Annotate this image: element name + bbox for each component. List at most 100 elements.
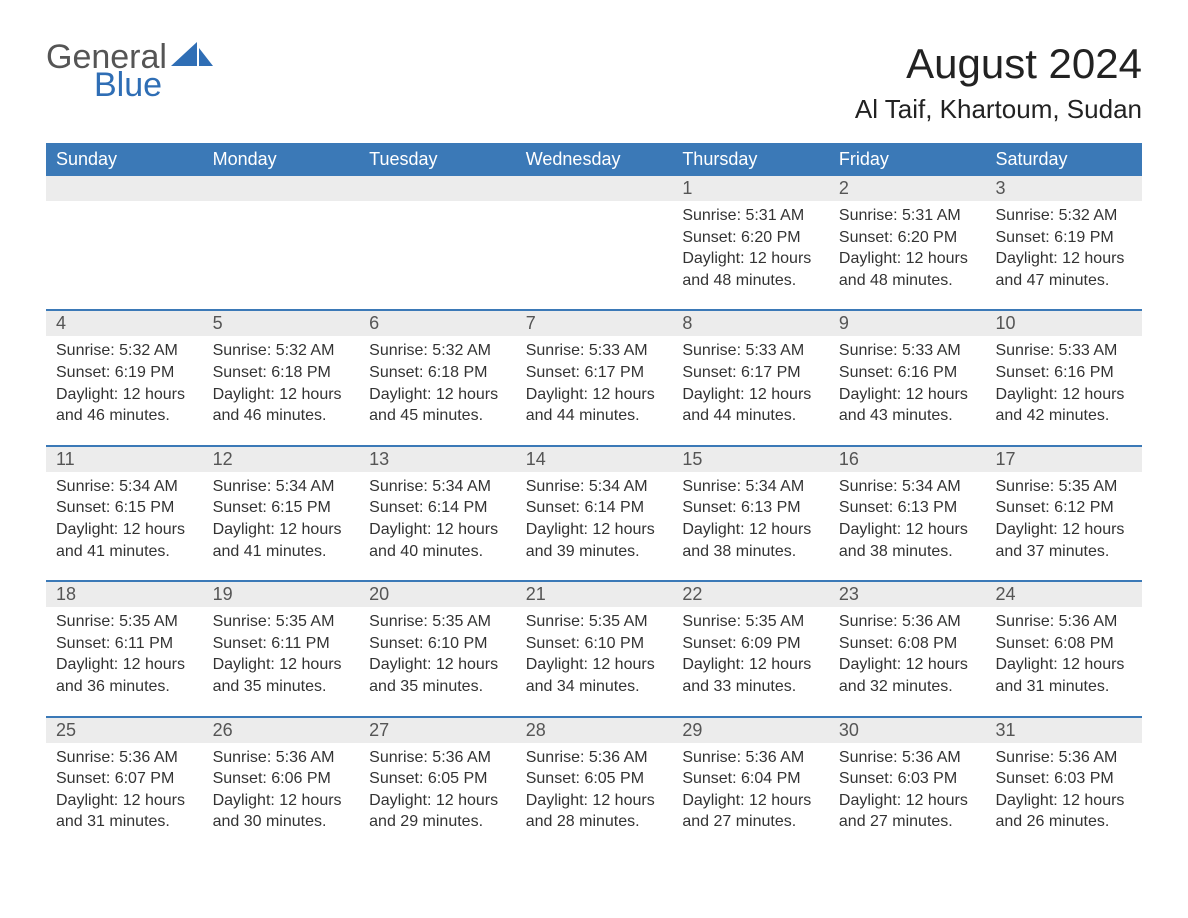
- day-cell: 13Sunrise: 5:34 AMSunset: 6:14 PMDayligh…: [359, 445, 516, 580]
- day-daylight1: Daylight: 12 hours: [995, 790, 1132, 812]
- day-daylight1: Daylight: 12 hours: [995, 519, 1132, 541]
- day-daylight1: Daylight: 12 hours: [839, 654, 976, 676]
- day-daylight1: Daylight: 12 hours: [56, 790, 193, 812]
- header: General Blue August 2024 Al Taif, Kharto…: [46, 40, 1142, 125]
- day-daylight1: Daylight: 12 hours: [526, 519, 663, 541]
- day-details: Sunrise: 5:34 AMSunset: 6:13 PMDaylight:…: [829, 476, 986, 562]
- day-cell: 3Sunrise: 5:32 AMSunset: 6:19 PMDaylight…: [985, 176, 1142, 309]
- day-daylight1: Daylight: 12 hours: [995, 384, 1132, 406]
- day-sunset: Sunset: 6:03 PM: [839, 768, 976, 790]
- day-number: 7: [516, 309, 673, 336]
- day-cell: 11Sunrise: 5:34 AMSunset: 6:15 PMDayligh…: [46, 445, 203, 580]
- day-daylight1: Daylight: 12 hours: [56, 654, 193, 676]
- day-number: 20: [359, 580, 516, 607]
- day-sunset: Sunset: 6:10 PM: [369, 633, 506, 655]
- day-daylight2: and 27 minutes.: [682, 811, 819, 833]
- day-sunset: Sunset: 6:15 PM: [213, 497, 350, 519]
- day-daylight1: Daylight: 12 hours: [369, 790, 506, 812]
- day-number: 8: [672, 309, 829, 336]
- day-daylight2: and 38 minutes.: [682, 541, 819, 563]
- day-sunset: Sunset: 6:16 PM: [995, 362, 1132, 384]
- day-cell: 23Sunrise: 5:36 AMSunset: 6:08 PMDayligh…: [829, 580, 986, 715]
- day-cell: 31 Sunrise: 5:36 AMSunset: 6:03 PMDayligh…: [985, 716, 1142, 851]
- day-daylight1: Daylight: 12 hours: [682, 519, 819, 541]
- day-number: 13: [359, 445, 516, 472]
- day-daylight1: Daylight: 12 hours: [56, 519, 193, 541]
- calendar-body: 1Sunrise: 5:31 AMSunset: 6:20 PMDaylight…: [46, 176, 1142, 851]
- day-number: 2: [829, 176, 986, 201]
- day-number: 17: [985, 445, 1142, 472]
- day-number: 21: [516, 580, 673, 607]
- day-number: 29: [672, 716, 829, 743]
- day-daylight2: and 33 minutes.: [682, 676, 819, 698]
- weekday-header-thursday: Thursday: [672, 143, 829, 176]
- day-daylight1: Daylight: 12 hours: [839, 248, 976, 270]
- day-daylight1: Daylight: 12 hours: [839, 790, 976, 812]
- day-sunrise: Sunrise: 5:34 AM: [682, 476, 819, 498]
- day-sunrise: Sunrise: 5:34 AM: [369, 476, 506, 498]
- day-daylight2: and 32 minutes.: [839, 676, 976, 698]
- day-sunset: Sunset: 6:03 PM: [995, 768, 1132, 790]
- day-details: Sunrise: 5:35 AMSunset: 6:09 PMDaylight:…: [672, 611, 829, 697]
- day-sunrise: Sunrise: 5:31 AM: [682, 205, 819, 227]
- day-details: Sunrise: 5:36 AMSunset: 6:03 PMDaylight:…: [829, 747, 986, 833]
- day-sunrise: Sunrise: 5:34 AM: [213, 476, 350, 498]
- day-daylight2: and 35 minutes.: [369, 676, 506, 698]
- weekday-header-friday: Friday: [829, 143, 986, 176]
- day-daylight2: and 42 minutes.: [995, 405, 1132, 427]
- day-cell: 30Sunrise: 5:36 AMSunset: 6:03 PMDayligh…: [829, 716, 986, 851]
- day-cell: 8 Sunrise: 5:33 AMSunset: 6:17 PMDaylight…: [672, 309, 829, 444]
- day-daylight1: Daylight: 12 hours: [56, 384, 193, 406]
- day-sunrise: Sunrise: 5:36 AM: [995, 747, 1132, 769]
- day-sunrise: Sunrise: 5:36 AM: [682, 747, 819, 769]
- weekday-header-sunday: Sunday: [46, 143, 203, 176]
- day-cell: 28Sunrise: 5:36 AMSunset: 6:05 PMDayligh…: [516, 716, 673, 851]
- day-details: Sunrise: 5:33 AMSunset: 6:17 PMDaylight:…: [672, 340, 829, 426]
- day-sunrise: Sunrise: 5:32 AM: [995, 205, 1132, 227]
- day-sunset: Sunset: 6:19 PM: [56, 362, 193, 384]
- day-sunrise: Sunrise: 5:36 AM: [839, 611, 976, 633]
- day-daylight2: and 35 minutes.: [213, 676, 350, 698]
- logo-text: General Blue: [46, 40, 213, 108]
- day-sunset: Sunset: 6:05 PM: [526, 768, 663, 790]
- day-daylight2: and 27 minutes.: [839, 811, 976, 833]
- day-number: 15: [672, 445, 829, 472]
- day-daylight2: and 48 minutes.: [682, 270, 819, 292]
- day-cell: 19Sunrise: 5:35 AMSunset: 6:11 PMDayligh…: [203, 580, 360, 715]
- day-cell: 4Sunrise: 5:32 AMSunset: 6:19 PMDaylight…: [46, 309, 203, 444]
- day-details: Sunrise: 5:31 AMSunset: 6:20 PMDaylight:…: [829, 205, 986, 291]
- day-sunset: Sunset: 6:20 PM: [839, 227, 976, 249]
- title-block: August 2024 Al Taif, Khartoum, Sudan: [855, 40, 1142, 125]
- day-number: 14: [516, 445, 673, 472]
- day-details: Sunrise: 5:36 AMSunset: 6:08 PMDaylight:…: [829, 611, 986, 697]
- day-number: 9: [829, 309, 986, 336]
- day-sunrise: Sunrise: 5:34 AM: [56, 476, 193, 498]
- day-cell: 27Sunrise: 5:36 AMSunset: 6:05 PMDayligh…: [359, 716, 516, 851]
- day-daylight1: Daylight: 12 hours: [369, 654, 506, 676]
- day-details: Sunrise: 5:33 AMSunset: 6:16 PMDaylight:…: [829, 340, 986, 426]
- day-sunrise: Sunrise: 5:36 AM: [839, 747, 976, 769]
- day-details: Sunrise: 5:32 AMSunset: 6:19 PMDaylight:…: [985, 205, 1142, 291]
- day-details: Sunrise: 5:35 AMSunset: 6:11 PMDaylight:…: [46, 611, 203, 697]
- day-daylight1: Daylight: 12 hours: [213, 654, 350, 676]
- day-cell: 22Sunrise: 5:35 AMSunset: 6:09 PMDayligh…: [672, 580, 829, 715]
- day-sunset: Sunset: 6:20 PM: [682, 227, 819, 249]
- day-number: 26: [203, 716, 360, 743]
- day-sunrise: Sunrise: 5:34 AM: [526, 476, 663, 498]
- day-daylight1: Daylight: 12 hours: [526, 790, 663, 812]
- day-sunrise: Sunrise: 5:36 AM: [995, 611, 1132, 633]
- day-sunset: Sunset: 6:17 PM: [682, 362, 819, 384]
- day-cell: 5Sunrise: 5:32 AMSunset: 6:18 PMDaylight…: [203, 309, 360, 444]
- day-sunset: Sunset: 6:18 PM: [213, 362, 350, 384]
- day-number: 12: [203, 445, 360, 472]
- day-details: Sunrise: 5:33 AMSunset: 6:16 PMDaylight:…: [985, 340, 1142, 426]
- day-details: Sunrise: 5:34 AMSunset: 6:15 PMDaylight:…: [203, 476, 360, 562]
- day-sunset: Sunset: 6:08 PM: [995, 633, 1132, 655]
- day-number: 31: [985, 716, 1142, 743]
- logo-word-blue: Blue: [94, 68, 261, 102]
- day-details: Sunrise: 5:34 AMSunset: 6:14 PMDaylight:…: [516, 476, 673, 562]
- day-daylight2: and 39 minutes.: [526, 541, 663, 563]
- day-daylight1: Daylight: 12 hours: [839, 519, 976, 541]
- day-sunset: Sunset: 6:11 PM: [56, 633, 193, 655]
- day-sunrise: Sunrise: 5:32 AM: [369, 340, 506, 362]
